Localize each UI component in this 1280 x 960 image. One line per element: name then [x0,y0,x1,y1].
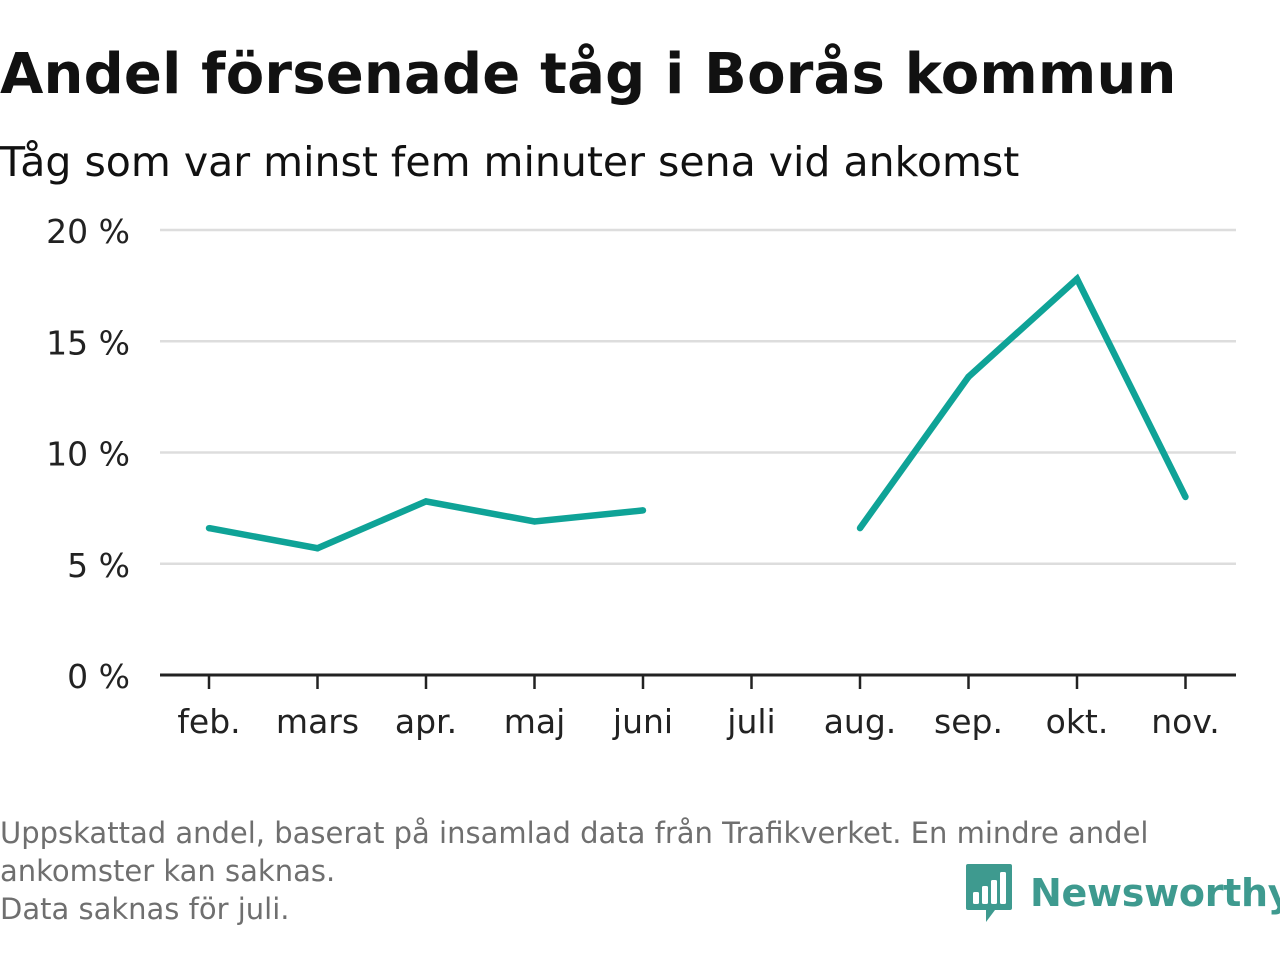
data-point-nov [1182,493,1189,501]
x-tick-label-3: maj [504,702,566,741]
footnote: Uppskattad andel, baserat på insamlad da… [0,814,1149,928]
data-point-mars [314,544,321,552]
data-point-okt [1073,275,1081,283]
gridlines [160,228,1236,565]
y-tick-label-0: 0 % [67,657,130,696]
line-chart: 0 % 5 % 10 % 15 % 20 % feb. mars apr. maj juni ju… [46,212,1236,741]
data-point-juni [639,507,647,514]
series-line-0-segment-0 [208,498,644,552]
x-tick-label-1: mars [276,702,359,741]
brand-name: Newsworthy [1030,871,1280,915]
data-point-aug [856,524,864,532]
y-tick-label-15: 15 % [46,323,130,362]
y-axis-tick-labels: 0 % 5 % 10 % 15 % 20 % [46,212,130,696]
x-tick-label-7: sep. [934,702,1003,741]
newsworthy-logo-icon [966,864,1012,922]
data-point-sep [965,373,972,381]
series-lines [205,273,1189,552]
footnote-line-3: Data saknas för juli. [0,892,290,926]
x-tick-label-6: aug. [824,702,897,741]
x-tick-label-4: juni [612,702,673,741]
data-point-apr [422,498,430,505]
x-tick-label-0: feb. [177,702,240,741]
x-tick-label-9: nov. [1151,702,1220,741]
chart-subtitle: Tåg som var minst fem minuter sena vid a… [0,138,1020,186]
newsworthy-brand: Newsworthy [964,862,1280,924]
chart-title: Andel försenade tåg i Borås kommun [0,42,1177,107]
data-point-maj [531,518,538,525]
y-tick-label-5: 5 % [67,546,130,585]
y-tick-label-10: 10 % [46,435,130,474]
footnote-line-1: Uppskattad andel, baserat på insamlad da… [0,816,1149,850]
series-line-0-segment-1 [857,273,1189,530]
x-axis: feb. mars apr. maj juni juli aug. sep. okt. nov. [160,673,1236,741]
x-tick-label-2: apr. [395,702,457,741]
data-point-feb [205,524,213,532]
y-tick-label-20: 20 % [46,212,130,251]
x-tick-label-5: juli [726,702,775,741]
x-tick-label-8: okt. [1046,702,1109,741]
footnote-line-2: ankomster kan saknas. [0,854,336,888]
